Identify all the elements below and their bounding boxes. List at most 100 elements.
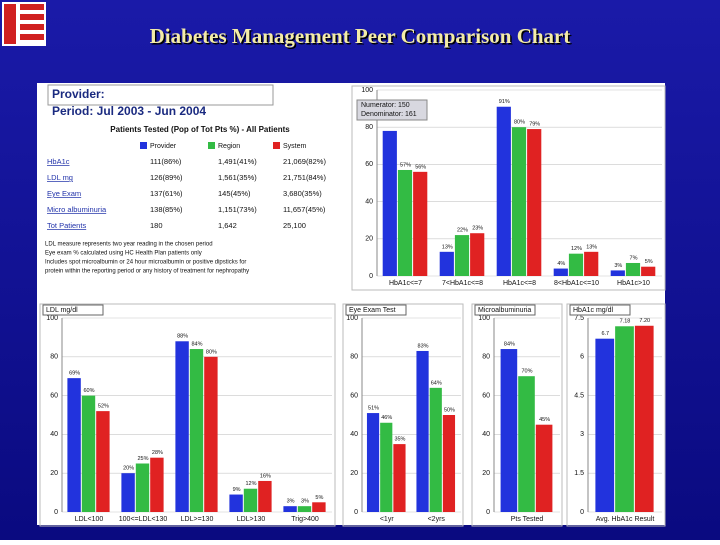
value-label: 56% bbox=[415, 164, 426, 170]
bar bbox=[641, 266, 656, 276]
value-label: 80% bbox=[206, 349, 217, 355]
y-tick-label: 0 bbox=[354, 509, 358, 516]
bar bbox=[500, 349, 518, 512]
value-label: 28% bbox=[152, 450, 163, 456]
legend-swatch bbox=[140, 142, 147, 149]
y-tick-label: 100 bbox=[361, 87, 373, 94]
y-tick-label: 0 bbox=[580, 509, 584, 516]
bar bbox=[297, 506, 312, 512]
value-label: 25% bbox=[137, 456, 148, 462]
bar bbox=[81, 395, 96, 512]
bar bbox=[229, 494, 243, 512]
title-shadow: Diabetes Management Peer Comparison Char… bbox=[151, 25, 572, 49]
legend-label: System bbox=[283, 143, 307, 150]
annotation: Denominator: 161 bbox=[361, 111, 417, 118]
annotation: Numerator: 150 bbox=[361, 102, 410, 109]
y-tick-label: 60 bbox=[365, 161, 373, 168]
value-label: 91% bbox=[499, 99, 510, 105]
bar bbox=[442, 415, 456, 512]
legend-swatch bbox=[273, 142, 280, 149]
annotation-box bbox=[356, 99, 428, 121]
bar bbox=[584, 251, 599, 276]
chart-title: HbA1c mg/dl bbox=[573, 307, 614, 314]
x-tick-label: Pts Tested bbox=[511, 516, 544, 523]
y-tick-label: 20 bbox=[350, 470, 358, 477]
y-tick-label: 40 bbox=[350, 431, 358, 438]
y-tick-label: 100 bbox=[346, 315, 358, 322]
legend-label: Provider bbox=[150, 143, 177, 150]
y-tick-label: 40 bbox=[50, 431, 58, 438]
footnote: Eye exam % calculated using HC Health Pl… bbox=[45, 251, 202, 257]
table-cell: 111(86%) bbox=[150, 157, 182, 166]
value-label: 7.20 bbox=[639, 318, 650, 324]
value-label: 5% bbox=[315, 495, 323, 501]
value-label: 6.7 bbox=[601, 331, 609, 337]
x-tick-label: 100<=LDL<130 bbox=[119, 516, 168, 523]
y-tick-label: 100 bbox=[478, 315, 490, 322]
bar bbox=[397, 169, 413, 276]
bar bbox=[625, 262, 641, 276]
bar bbox=[527, 129, 542, 276]
period: Period: Jul 2003 - Jun 2004 bbox=[52, 104, 206, 118]
bar bbox=[553, 268, 568, 276]
bar bbox=[380, 422, 393, 512]
bar bbox=[496, 106, 511, 277]
legend-swatch bbox=[208, 142, 215, 149]
row-label: HbA1c bbox=[47, 157, 70, 166]
chart-title-box bbox=[569, 304, 631, 316]
y-tick-label: 60 bbox=[50, 392, 58, 399]
bar bbox=[243, 488, 258, 512]
bar bbox=[150, 457, 164, 512]
value-label: 84% bbox=[504, 341, 515, 347]
dynamic-layer: Provider Region System HbA1c 111(86%) 1,491(4… bbox=[39, 85, 666, 527]
y-tick-label: 6 bbox=[580, 354, 584, 361]
bar bbox=[175, 341, 189, 512]
x-tick-label: HbA1c<=7 bbox=[389, 280, 422, 287]
bar bbox=[416, 350, 429, 512]
bar bbox=[121, 473, 135, 512]
bar bbox=[189, 349, 204, 512]
value-label: 64% bbox=[431, 380, 442, 386]
x-tick-label: Avg. HbA1c Result bbox=[596, 516, 655, 523]
value-label: 84% bbox=[191, 341, 202, 347]
value-label: 46% bbox=[381, 415, 392, 421]
bar bbox=[595, 338, 615, 512]
chart-title-box bbox=[345, 304, 407, 316]
table-cell: 25,100 bbox=[283, 221, 306, 230]
table-cell: 21,069(82%) bbox=[283, 157, 326, 166]
x-tick-label: HbA1c<=8 bbox=[503, 280, 536, 287]
table-cell: 21,751(84%) bbox=[283, 173, 326, 182]
y-tick-label: 20 bbox=[365, 236, 373, 243]
y-tick-label: 4.5 bbox=[574, 392, 584, 399]
y-tick-label: 0 bbox=[369, 273, 373, 280]
value-label: 57% bbox=[400, 162, 411, 168]
y-tick-label: 60 bbox=[350, 392, 358, 399]
legend-label: Region bbox=[218, 143, 240, 150]
bar bbox=[511, 127, 527, 276]
bar bbox=[135, 463, 150, 512]
chart-frame bbox=[351, 85, 666, 291]
value-label: 51% bbox=[368, 406, 379, 412]
y-tick-label: 20 bbox=[482, 470, 490, 477]
y-tick-label: 80 bbox=[50, 354, 58, 361]
x-tick-label: 8<HbA1c<=10 bbox=[554, 280, 599, 287]
y-tick-label: 7.5 bbox=[574, 315, 584, 322]
bar bbox=[382, 130, 397, 276]
bar bbox=[312, 502, 326, 512]
table-cell: 1,561(35%) bbox=[218, 173, 257, 182]
value-label: 50% bbox=[444, 407, 455, 413]
row-label: LDL mg bbox=[47, 173, 73, 182]
table-cell: 126(89%) bbox=[150, 173, 183, 182]
bar bbox=[610, 270, 625, 276]
bar bbox=[634, 325, 654, 512]
value-label: 3% bbox=[301, 499, 309, 505]
chart-frame bbox=[471, 303, 563, 527]
y-tick-label: 0 bbox=[486, 509, 490, 516]
value-label: 13% bbox=[586, 244, 597, 250]
chart-title: Eye Exam Test bbox=[349, 307, 396, 314]
bar bbox=[568, 253, 584, 276]
provider-box bbox=[47, 84, 274, 106]
table-cell: 1,491(41%) bbox=[218, 157, 257, 166]
value-label: 12% bbox=[245, 481, 256, 487]
y-tick-label: 40 bbox=[482, 431, 490, 438]
